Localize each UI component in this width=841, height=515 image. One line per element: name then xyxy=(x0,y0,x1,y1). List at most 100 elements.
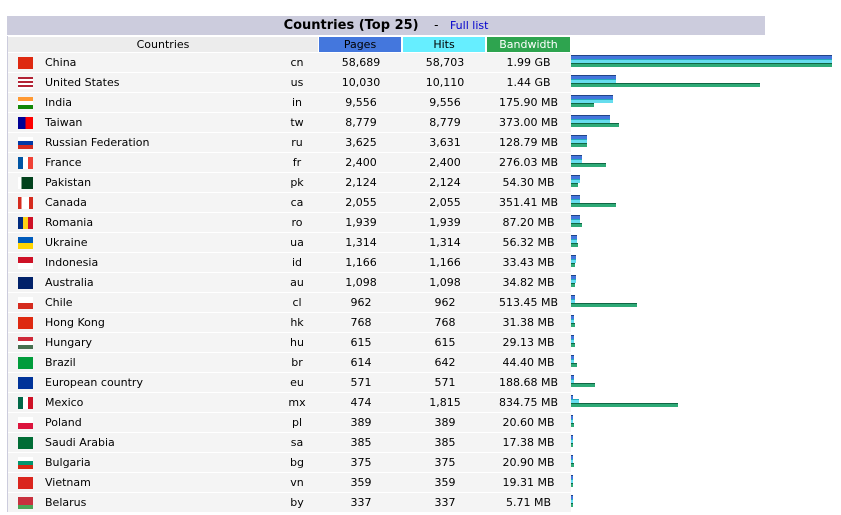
bandwidth-value: 54.30 MB xyxy=(502,176,555,189)
flag-in-icon xyxy=(18,97,33,109)
bar-graph xyxy=(571,453,841,472)
bar-graph xyxy=(571,293,841,312)
header-pages: Pages xyxy=(319,37,401,52)
flag-vn-icon xyxy=(18,477,33,489)
bar-graph xyxy=(571,473,841,492)
hits-value: 615 xyxy=(434,336,456,349)
pages-bar xyxy=(571,295,575,299)
pages-value: 2,124 xyxy=(345,176,377,189)
pages-bar xyxy=(571,175,580,179)
pages-value: 1,166 xyxy=(345,256,377,269)
flag-hk-icon xyxy=(18,317,33,329)
bandwidth-bar xyxy=(571,263,575,267)
hits-value: 9,556 xyxy=(429,96,461,109)
hits-bar xyxy=(571,159,582,163)
country-code: ro xyxy=(291,216,303,229)
flag-icon-vn xyxy=(18,476,33,489)
table-title-bar: Countries (Top 25) - Full list xyxy=(7,16,765,35)
bar-graph xyxy=(571,313,841,332)
table-row: Romania ro 1,939 1,939 87.20 MB xyxy=(8,212,841,232)
country-name: Russian Federation xyxy=(45,136,150,149)
country-name: Indonesia xyxy=(45,256,99,269)
pages-value: 375 xyxy=(350,456,372,469)
hits-value: 58,703 xyxy=(425,56,465,69)
hits-value: 1,939 xyxy=(429,216,461,229)
country-code: hu xyxy=(290,336,304,349)
flag-hu-icon xyxy=(18,337,33,349)
flag-ru-icon xyxy=(18,137,33,149)
bar-graph xyxy=(571,53,841,72)
flag-icon-in xyxy=(18,96,33,109)
country-code: cn xyxy=(290,56,304,69)
country-code: br xyxy=(291,356,303,369)
pages-value: 615 xyxy=(350,336,372,349)
pages-value: 1,314 xyxy=(345,236,377,249)
hits-value: 642 xyxy=(434,356,456,369)
country-name: India xyxy=(45,96,72,109)
pages-bar xyxy=(571,435,573,439)
flag-icon-cl xyxy=(18,296,33,309)
hits-value: 1,314 xyxy=(429,236,461,249)
flag-icon-ca xyxy=(18,196,33,209)
country-name: France xyxy=(45,156,82,169)
flag-icon-id xyxy=(18,256,33,269)
country-code: tw xyxy=(290,116,304,129)
country-code: ua xyxy=(290,236,304,249)
pages-bar xyxy=(571,95,613,99)
hits-value: 2,124 xyxy=(429,176,461,189)
table-row: Belarus by 337 337 5.71 MB xyxy=(8,492,841,512)
bandwidth-value: 17.38 MB xyxy=(502,436,555,449)
hits-bar xyxy=(571,79,616,83)
bar-graph xyxy=(571,253,841,272)
pages-value: 768 xyxy=(350,316,372,329)
country-code: pl xyxy=(291,416,303,429)
country-code: vn xyxy=(290,476,304,489)
pages-bar xyxy=(571,135,587,139)
pages-bar xyxy=(571,275,576,279)
hits-value: 2,055 xyxy=(429,196,461,209)
full-list-link[interactable]: Full list xyxy=(449,19,489,32)
flag-tw-icon xyxy=(18,117,33,129)
bar-graph xyxy=(571,393,841,412)
pages-bar xyxy=(571,115,610,119)
bandwidth-bar xyxy=(571,423,574,427)
flag-bg-icon xyxy=(18,457,33,469)
pages-bar xyxy=(571,375,574,379)
hits-value: 1,815 xyxy=(429,396,461,409)
bandwidth-value: 128.79 MB xyxy=(498,136,559,149)
country-name: Ukraine xyxy=(45,236,88,249)
hits-bar xyxy=(571,299,575,303)
hits-value: 571 xyxy=(434,376,456,389)
country-name: Pakistan xyxy=(45,176,92,189)
flag-icon-hu xyxy=(18,336,33,349)
pages-bar xyxy=(571,395,573,399)
flag-icon-br xyxy=(18,356,33,369)
bandwidth-value: 5.71 MB xyxy=(505,496,552,509)
hits-value: 8,779 xyxy=(429,116,461,129)
table-row: Australia au 1,098 1,098 34.82 MB xyxy=(8,272,841,292)
country-name: Hungary xyxy=(45,336,92,349)
pages-bar xyxy=(571,455,573,459)
bandwidth-value: 276.03 MB xyxy=(498,156,559,169)
table-row: Vietnam vn 359 359 19.31 MB xyxy=(8,472,841,492)
flag-icon-us xyxy=(18,76,33,89)
country-name: Brazil xyxy=(45,356,76,369)
title-separator: - xyxy=(434,18,439,32)
table-row: Indonesia id 1,166 1,166 33.43 MB xyxy=(8,252,841,272)
flag-mx-icon xyxy=(18,397,33,409)
country-name: European country xyxy=(45,376,143,389)
flag-ua-icon xyxy=(18,237,33,249)
flag-icon-pk xyxy=(18,176,33,189)
flag-icon-pl xyxy=(18,416,33,429)
bar-graph xyxy=(571,353,841,372)
bandwidth-value: 87.20 MB xyxy=(502,216,555,229)
hits-bar xyxy=(571,59,832,63)
country-code: id xyxy=(291,256,303,269)
table-row: Poland pl 389 389 20.60 MB xyxy=(8,412,841,432)
country-name: Taiwan xyxy=(45,116,83,129)
hits-bar xyxy=(571,379,574,383)
flag-ca-icon xyxy=(18,197,33,209)
header-countries: Countries xyxy=(8,37,318,52)
flag-id-icon xyxy=(18,257,33,269)
bandwidth-value: 31.38 MB xyxy=(502,316,555,329)
